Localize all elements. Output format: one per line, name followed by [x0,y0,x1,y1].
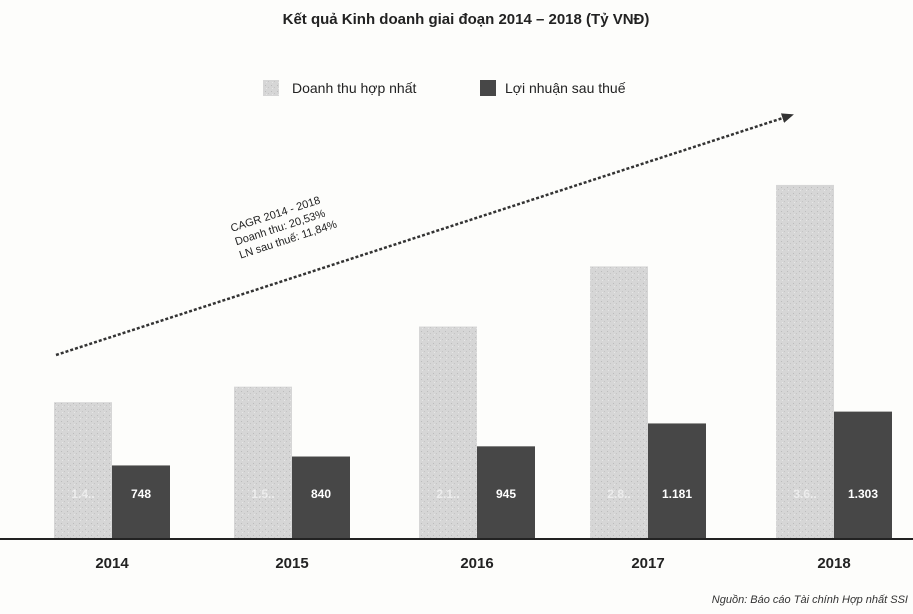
data-label-revenue-2018: 3.6.. [793,487,816,501]
data-label-profit-2014: 748 [131,487,151,501]
data-label-profit-2015: 840 [311,487,331,501]
data-label-revenue-2016: 2.1.. [436,487,459,501]
data-label-revenue-2015: 1.5.. [251,487,274,501]
legend-label-revenue: Doanh thu hợp nhất [292,80,416,96]
bar-profit-2018 [834,411,892,538]
cagr-annotation: CAGR 2014 - 2018 Doanh thu: 20,53% LN sa… [229,195,339,262]
bars: 1.4.. 748 1.5.. 840 2.1.. 945 2.8.. 1.181 3.6.. 1… [54,184,892,539]
x-tick-2016: 2016 [460,555,493,572]
legend-swatch-revenue [263,80,279,96]
data-label-profit-2017: 1.181 [662,487,692,501]
x-tick-2018: 2018 [817,555,850,572]
bar-profit-2016 [477,446,535,538]
bar-revenue-2018 [776,184,834,539]
bar-profit-2015 [292,456,350,538]
bar-revenue-2014 [54,402,112,538]
bar-profit-2014 [112,465,170,538]
x-tick-2017: 2017 [631,555,664,572]
bar-revenue-2016 [419,326,477,538]
data-label-revenue-2017: 2.8.. [607,487,630,501]
bar-revenue-2017 [590,266,648,538]
bar-revenue-2015 [234,386,292,538]
data-label-revenue-2014: 1.4.. [71,487,94,501]
chart-title: Kết quả Kinh doanh giai đoạn 2014 – 2018… [283,11,650,28]
cagr-trend-arrow [55,113,794,357]
legend: Doanh thu hợp nhất Lợi nhuận sau thuế [263,80,626,96]
source-note: Nguồn: Báo cáo Tài chính Hợp nhất SSI [712,594,908,606]
data-label-profit-2018: 1.303 [848,487,878,501]
x-tick-2014: 2014 [95,555,129,572]
x-tick-2015: 2015 [275,555,308,572]
x-axis-ticks: 2014 2015 2016 2017 2018 [95,555,850,572]
bar-profit-2017 [648,423,706,538]
legend-label-profit: Lợi nhuận sau thuế [505,80,626,96]
data-label-profit-2016: 945 [496,487,516,501]
legend-swatch-profit [480,80,496,96]
